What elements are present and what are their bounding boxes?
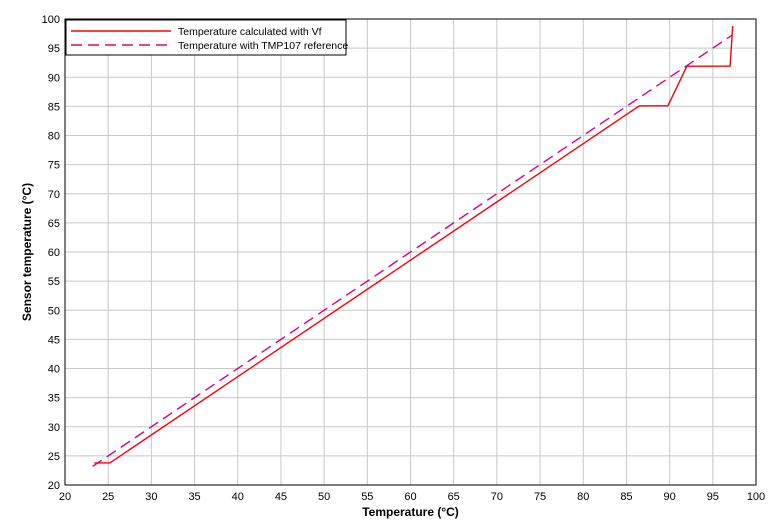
y-tick-label: 100 [42,14,60,26]
tick-layer: 20 25 30 35 40 45 50 55 60 65 70 75 80 85 90 95 100 20 25 3… [42,14,766,503]
x-tick-label: 65 [448,491,460,503]
x-tick-label: 35 [188,491,200,503]
x-tick-label: 30 [145,491,157,503]
legend-box [65,19,347,56]
y-tick-label: 80 [48,131,60,143]
x-tick-label: 60 [404,491,416,503]
y-tick-label: 85 [48,101,60,113]
y-tick-label: 95 [48,43,60,55]
y-tick-label: 50 [48,305,60,317]
x-tick-label: 50 [318,491,330,503]
legend-label-vf: Temperature calculated with Vf [178,26,322,38]
y-tick-label: 30 [48,422,60,434]
series-line-tmp107 [92,34,734,467]
legend: Temperature calculated with Vf Temperatu… [65,19,348,56]
x-tick-label: 55 [361,491,373,503]
series-layer [92,25,734,467]
y-tick-label: 55 [48,276,60,288]
x-tick-label: 70 [491,491,503,503]
y-axis-title: Sensor temperature (°C) [20,183,34,321]
x-tick-label: 100 [747,491,765,503]
y-tick-label: 90 [48,72,60,84]
x-tick-label: 80 [577,491,589,503]
x-tick-label: 25 [102,491,114,503]
y-tick-label: 45 [48,334,60,346]
x-axis-title: Temperature (°C) [362,505,459,519]
y-tick-label: 60 [48,247,60,259]
y-tick-label: 40 [48,364,60,376]
y-tick-label: 25 [48,451,60,463]
x-tick-label: 85 [620,491,632,503]
x-tick-label: 40 [232,491,244,503]
x-tick-label: 90 [664,491,676,503]
x-tick-label: 45 [275,491,287,503]
x-tick-label: 95 [707,491,719,503]
x-tick-label: 20 [59,491,71,503]
y-tick-label: 35 [48,393,60,405]
y-tick-label: 70 [48,189,60,201]
legend-label-tmp107: Temperature with TMP107 reference [178,40,348,52]
x-tick-label: 75 [534,491,546,503]
y-tick-label: 65 [48,218,60,230]
y-tick-label: 20 [48,480,60,492]
series-line-vf [94,25,734,464]
plot-frame [64,18,757,486]
y-tick-label: 75 [48,160,60,172]
